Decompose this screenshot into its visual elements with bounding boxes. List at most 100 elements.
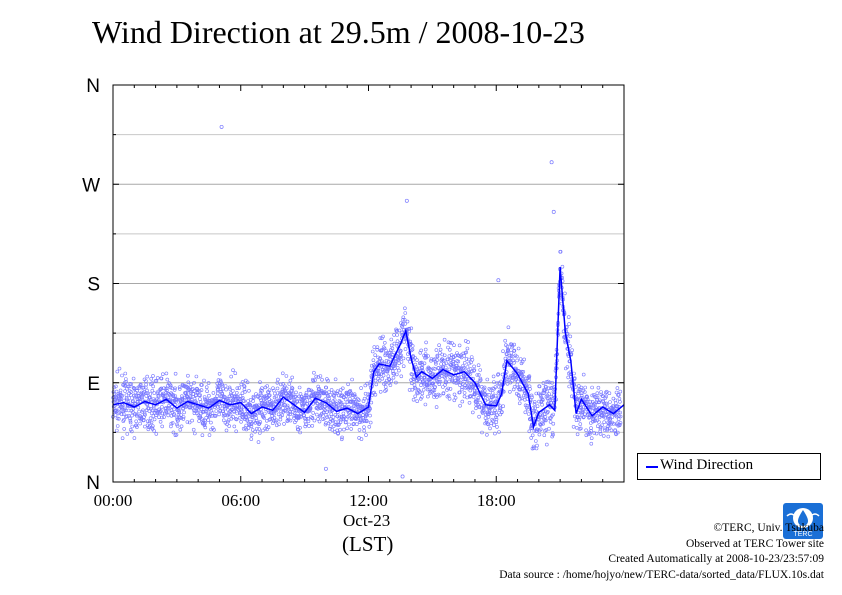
- scatter-point: [304, 395, 309, 400]
- scatter-point: [342, 427, 346, 432]
- scatter-point: [211, 391, 216, 395]
- scatter-point: [113, 408, 118, 413]
- scatter-point: [610, 415, 615, 419]
- scatter-point: [327, 390, 331, 395]
- scatter-point: [524, 382, 529, 387]
- scatter-point: [523, 379, 528, 383]
- scatter-point: [356, 397, 360, 402]
- scatter-point: [305, 401, 310, 406]
- scatter-point: [333, 391, 337, 396]
- scatter-point: [446, 393, 451, 398]
- scatter-point: [617, 422, 622, 427]
- terc-logo-icon: TERC: [783, 503, 823, 539]
- scatter-point: [181, 383, 185, 388]
- scatter-point: [338, 427, 342, 432]
- scatter-point: [131, 376, 136, 381]
- scatter-point: [519, 369, 524, 374]
- scatter-point: [551, 412, 555, 417]
- credit-created: Created Automatically at 2008-10-23/23:5…: [608, 553, 824, 565]
- scatter-point: [415, 358, 419, 362]
- scatter-point: [359, 437, 364, 441]
- scatter-point: [446, 386, 451, 391]
- scatter-point: [528, 387, 532, 391]
- scatter-point: [277, 405, 282, 409]
- scatter-point: [226, 418, 231, 422]
- scatter-point: [262, 415, 266, 420]
- scatter-point: [434, 361, 438, 366]
- scatter-point: [460, 381, 465, 386]
- legend-line-swatch: [646, 466, 658, 468]
- scatter-point: [178, 387, 182, 391]
- scatter-point: [121, 412, 126, 416]
- scatter-point: [399, 374, 404, 379]
- scatter-point: [500, 410, 504, 414]
- scatter-point: [403, 311, 408, 315]
- scatter-point: [320, 377, 324, 382]
- scatter-point: [155, 376, 160, 380]
- scatter-point: [581, 408, 586, 412]
- scatter-point: [276, 377, 280, 382]
- scatter-point: [256, 395, 261, 399]
- x-axis-date-label: Oct-23: [343, 511, 391, 530]
- scatter-point: [435, 358, 439, 363]
- scatter-point: [203, 425, 208, 430]
- scatter-point: [348, 396, 352, 401]
- scatter-point: [168, 392, 172, 397]
- scatter-point: [215, 381, 219, 386]
- scatter-point: [481, 408, 486, 413]
- scatter-point: [465, 377, 470, 381]
- scatter-point: [145, 419, 150, 424]
- scatter-point: [550, 431, 555, 435]
- scatter-point: [594, 431, 599, 436]
- scatter-point: [285, 403, 290, 408]
- scatter-point: [131, 399, 135, 404]
- scatter-point: [242, 383, 246, 388]
- x-axis-unit-label: (LST): [342, 532, 394, 556]
- scatter-point: [114, 389, 119, 394]
- scatter-point: [288, 378, 293, 383]
- scatter-point: [537, 399, 541, 404]
- scatter-point: [527, 378, 531, 382]
- scatter-point: [181, 415, 186, 419]
- scatter-point: [233, 371, 238, 376]
- scatter-point: [206, 381, 211, 385]
- scatter-point: [375, 345, 380, 350]
- scatter-point: [160, 405, 164, 409]
- scatter-point: [464, 350, 469, 355]
- scatter-point: [324, 410, 329, 414]
- scatter-point: [191, 427, 196, 432]
- scatter-point: [567, 322, 571, 326]
- scatter-point: [204, 385, 209, 390]
- scatter-point: [379, 348, 384, 352]
- scatter-point: [246, 414, 251, 419]
- scatter-point: [177, 385, 182, 390]
- scatter-point: [261, 428, 265, 433]
- scatter-point: [240, 380, 245, 384]
- scatter-point: [518, 397, 522, 401]
- scatter-point: [162, 415, 166, 419]
- scatter-point: [491, 394, 496, 399]
- scatter-point: [615, 386, 620, 390]
- scatter-point: [339, 437, 344, 442]
- scatter-point: [535, 443, 539, 448]
- scatter-point: [477, 405, 482, 410]
- scatter-point: [490, 391, 495, 395]
- scatter-point: [281, 402, 286, 407]
- scatter-point: [258, 396, 262, 400]
- scatter-point: [605, 428, 609, 433]
- scatter-point: [307, 398, 312, 403]
- scatter-point: [123, 371, 128, 376]
- scatter-point: [207, 393, 211, 398]
- scatter-point: [310, 423, 315, 428]
- scatter-point: [129, 382, 134, 387]
- scatter-point: [350, 393, 355, 398]
- scatter-point: [342, 395, 346, 399]
- scatter-point: [597, 398, 602, 403]
- scatter-point: [424, 340, 428, 345]
- scatter-point: [512, 360, 516, 365]
- scatter-point: [577, 415, 582, 420]
- scatter-point: [410, 372, 415, 377]
- scatter-point: [157, 394, 161, 399]
- scatter-point: [541, 381, 546, 385]
- scatter-point: [453, 395, 458, 400]
